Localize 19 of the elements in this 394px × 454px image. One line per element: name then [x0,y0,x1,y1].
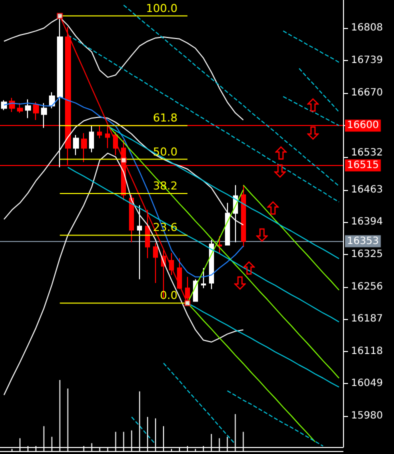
y-tick-label: 16808 [351,22,383,34]
ref-line-label: 16353 [347,236,379,247]
y-tick-label: 16118 [351,346,383,357]
y-tick-label: 16670 [351,87,383,98]
series-label: 100.0 [146,2,178,15]
ref-line-label: 16600 [347,120,379,132]
y-tick-label: 16325 [351,248,383,260]
y-tick-label: 16256 [351,281,383,292]
y-tick-label: 16532 [351,147,383,158]
y-tick-label: 16463 [351,184,383,196]
y-tick-label: 16739 [351,54,383,66]
y-tick-label: 16049 [351,378,383,390]
ref-line-label: 16515 [347,160,379,171]
series-label: 61.8 [152,112,178,125]
series-label: 0.0 [160,289,178,302]
series-label: 50.0 [152,145,178,158]
y-tick-label: 16187 [351,314,383,325]
y-tick-label: 15980 [351,410,383,422]
y-tick-label: 16394 [351,216,383,228]
